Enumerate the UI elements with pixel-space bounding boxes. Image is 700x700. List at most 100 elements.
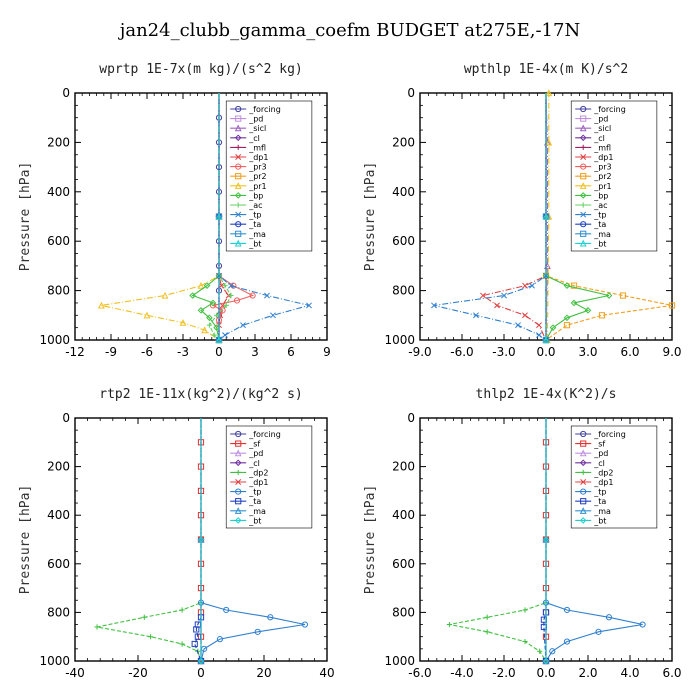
legend-label: _pr3	[593, 163, 611, 172]
legend-marker-point	[580, 440, 587, 447]
series-point	[522, 638, 528, 645]
series-point	[228, 282, 234, 289]
series-line	[546, 92, 550, 341]
legend-marker-point	[579, 182, 587, 189]
x-tick-label: -9	[105, 345, 117, 359]
x-tick-label: -20	[128, 666, 148, 680]
legend: _forcing_pd_sicl_cl_mfl_dp1_pr3_pr2_pr1_…	[225, 100, 313, 252]
legend-label: _tp	[593, 488, 606, 497]
series-point	[484, 629, 490, 635]
x-tick-label: -4.0	[450, 666, 473, 680]
x-tick-label: 4.0	[620, 666, 639, 680]
y-tick-label: 0	[62, 86, 70, 100]
series-point	[197, 657, 205, 665]
legend-marker-point	[234, 517, 242, 524]
series-point	[94, 624, 100, 630]
series-point	[179, 607, 185, 613]
legend-marker-point	[235, 440, 242, 447]
series-point	[542, 536, 550, 543]
series-point	[141, 614, 147, 620]
legend-label: _ta	[248, 497, 261, 506]
series-point	[206, 314, 213, 322]
x-tick-label: -6.0	[450, 345, 473, 359]
legend-marker-point	[234, 124, 242, 132]
x-tick-label: 9	[323, 345, 331, 359]
series-point	[264, 292, 270, 299]
legend-marker-point	[234, 239, 242, 247]
legend: _forcing_sf_pd_cl_dp2_dp1_tp_ta_ma_bt	[570, 425, 658, 529]
y-axis-label: Pressure [hPa]	[18, 162, 33, 272]
legend-marker-point	[235, 221, 242, 228]
series-point	[563, 606, 571, 614]
x-tick-label: 0	[215, 345, 223, 359]
legend-marker-point	[235, 230, 242, 237]
panel-2: wpthlp 1E-4x(m K)/s^2 Pressure [hPa] -9.0 -…	[363, 62, 682, 359]
legend-label: _dp1	[248, 153, 268, 162]
series-point	[584, 307, 592, 314]
series-point	[193, 626, 200, 633]
legend-label: _ta	[248, 220, 261, 229]
legend-label: _pr1	[593, 182, 611, 191]
legend-marker-point	[579, 507, 587, 514]
series-point	[529, 282, 535, 289]
series-point	[209, 299, 217, 307]
legend-marker-point	[579, 459, 587, 467]
legend-label: _dp1	[593, 478, 613, 487]
series-line	[449, 418, 547, 662]
series-point	[206, 322, 212, 328]
series-point	[619, 292, 627, 299]
legend-marker-point	[580, 154, 587, 160]
y-tick-label: 800	[47, 605, 70, 619]
series-point	[197, 281, 205, 289]
panel-4: thlp2 1E-4x(K^2)/s Pressure [hPa] -6.0 -4.0…	[363, 387, 682, 680]
legend-label: _ma	[593, 507, 611, 516]
legend-marker-point	[235, 469, 241, 475]
y-tick-label: 0	[407, 86, 415, 100]
legend-label: _dp1	[593, 153, 613, 162]
panel-3: rtp2 1E-11x(kg^2)/(kg^2 s) Pressure [hPa]…	[18, 387, 335, 680]
legend-label: _sf	[593, 440, 605, 449]
y-tick-label: 1000	[384, 654, 415, 668]
legend-marker-point	[580, 105, 587, 113]
series-point	[197, 307, 205, 314]
series-point	[545, 138, 553, 146]
x-tick-label: -6	[141, 345, 153, 359]
legend-marker-point	[235, 211, 242, 218]
legend: _forcing_sf_pd_cl_dp2_dp1_tp_ta_ma_bt	[225, 425, 313, 529]
series-point	[549, 648, 556, 655]
x-tick-label: 40	[319, 666, 334, 680]
x-tick-label: 9.0	[662, 345, 681, 359]
series-point	[494, 302, 500, 309]
series-point	[191, 640, 198, 648]
series-point	[267, 614, 274, 621]
series-point	[240, 322, 246, 329]
series-point	[501, 292, 507, 299]
legend-label: _mfl	[248, 143, 266, 152]
legend-marker-point	[235, 105, 242, 113]
legend-marker-point	[235, 430, 242, 438]
series-bt	[542, 418, 550, 665]
legend-label: _bt	[248, 239, 261, 248]
legend-marker-point	[579, 449, 587, 457]
series-point	[605, 614, 613, 621]
series-point	[143, 311, 151, 319]
legend-marker-point	[580, 479, 587, 485]
legend-marker-point	[580, 144, 586, 150]
series-point	[249, 292, 256, 299]
series-point	[219, 307, 226, 314]
legend: _forcing_pd_sicl_cl_mfl_dp1_pr3_pr2_pr1_…	[570, 100, 658, 252]
y-tick-label: 400	[392, 508, 415, 522]
x-tick-label: 0	[197, 666, 205, 680]
series-point	[216, 636, 223, 643]
x-tick-label: -3.0	[492, 345, 515, 359]
series-point	[161, 291, 169, 299]
series-point	[306, 302, 312, 309]
series-point	[563, 314, 571, 322]
series-bt	[197, 418, 205, 665]
series-point	[522, 312, 528, 319]
series-point	[214, 312, 220, 318]
legend-marker-point	[234, 192, 242, 199]
legend-marker-point	[580, 469, 586, 475]
series-point	[148, 634, 154, 640]
